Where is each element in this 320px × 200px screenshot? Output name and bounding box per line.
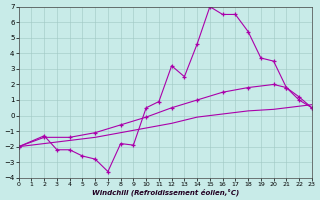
X-axis label: Windchill (Refroidissement éolien,°C): Windchill (Refroidissement éolien,°C) xyxy=(92,188,239,196)
